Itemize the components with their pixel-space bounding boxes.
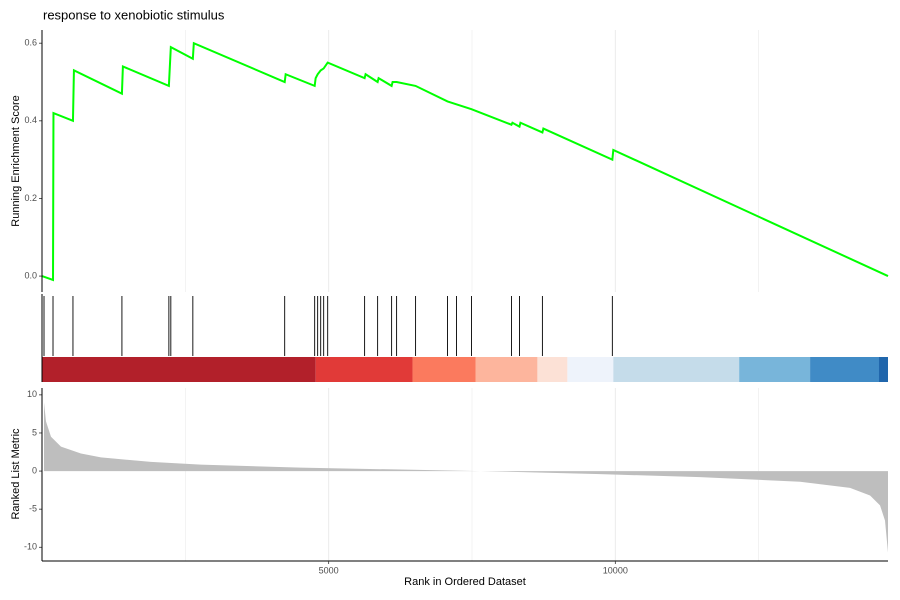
rank-band xyxy=(475,357,538,382)
chart-title: response to xenobiotic stimulus xyxy=(43,7,225,22)
y-tick-label: -10 xyxy=(24,542,37,552)
x-axis-label: Rank in Ordered Dataset xyxy=(404,576,526,588)
x-tick-label: 10000 xyxy=(603,565,628,575)
enrichment-line xyxy=(41,41,889,282)
metric-area xyxy=(44,402,888,553)
y-tick-label: 0.6 xyxy=(24,38,37,48)
rank-band xyxy=(42,357,316,382)
y-tick-label: 0.4 xyxy=(24,115,37,125)
y-tick-label: 0.2 xyxy=(24,193,37,203)
rank-band xyxy=(567,357,614,382)
y-axis-label: Ranked List Metric xyxy=(10,428,22,520)
rank-band xyxy=(315,357,413,382)
y-tick-label: 0 xyxy=(32,465,37,475)
y-tick-label: 10 xyxy=(27,389,37,399)
rank-band xyxy=(878,357,888,382)
y-axis-label: Running Enrichment Score xyxy=(10,95,22,226)
y-tick-label: 5 xyxy=(32,427,37,437)
rank-band xyxy=(739,357,811,382)
y-tick-label: -5 xyxy=(29,504,37,514)
y-tick-label: 0.0 xyxy=(24,270,37,280)
rank-band xyxy=(412,357,476,382)
rank-band xyxy=(613,357,740,382)
rank-band xyxy=(810,357,879,382)
rank-band xyxy=(537,357,568,382)
x-tick-label: 5000 xyxy=(319,565,339,575)
